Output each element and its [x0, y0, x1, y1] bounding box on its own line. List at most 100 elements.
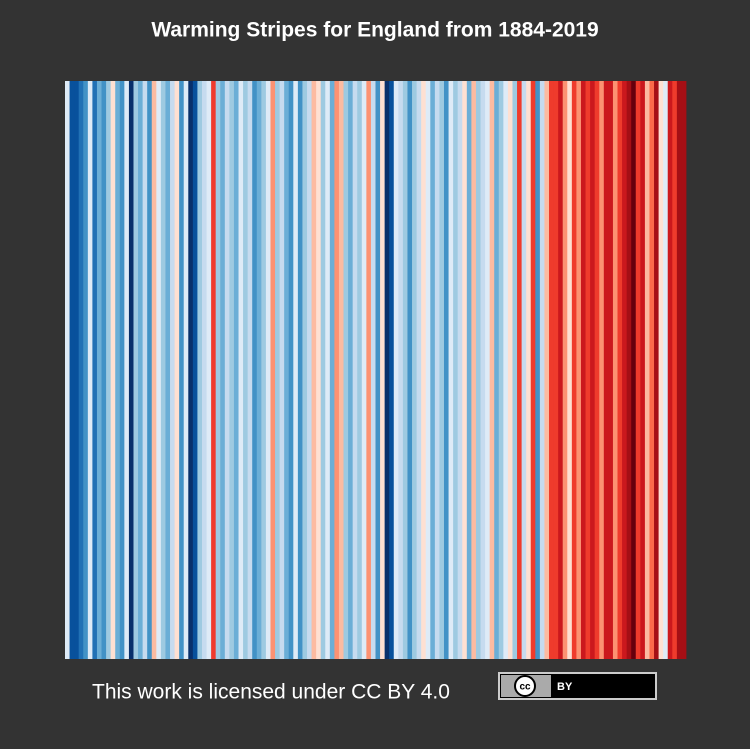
stripe — [425, 81, 431, 659]
stripe — [434, 81, 440, 659]
license-badge[interactable]: cc BY — [498, 672, 657, 700]
stripe — [599, 81, 605, 659]
stripe — [119, 81, 125, 659]
stripe — [206, 81, 212, 659]
cc-circle — [514, 675, 536, 697]
stripe — [252, 81, 258, 659]
stripe — [416, 81, 422, 659]
stripe — [384, 81, 390, 659]
chart-title: Warming Stripes for England from 1884-20… — [151, 19, 598, 42]
stripe — [544, 81, 550, 659]
stripe — [590, 81, 596, 659]
stripe — [585, 81, 591, 659]
stripe — [512, 81, 518, 659]
stripe — [562, 81, 568, 659]
stripe — [402, 81, 408, 659]
stripe — [571, 81, 577, 659]
stripe — [338, 81, 344, 659]
stripe — [635, 81, 641, 659]
stripe — [238, 81, 244, 659]
stripe — [106, 81, 112, 659]
stripe — [580, 81, 586, 659]
stripe — [133, 81, 139, 659]
stripe — [439, 81, 445, 659]
stripe — [398, 81, 404, 659]
stripe — [243, 81, 249, 659]
stripe — [357, 81, 363, 659]
stripe — [233, 81, 239, 659]
stripe — [156, 81, 162, 659]
stripe — [667, 81, 673, 659]
stripe — [160, 81, 166, 659]
stripe — [78, 81, 84, 659]
stripe — [174, 81, 180, 659]
stripe — [407, 81, 413, 659]
stripe — [83, 81, 89, 659]
stripe — [165, 81, 171, 659]
stripe — [192, 81, 198, 659]
stripe — [366, 81, 372, 659]
stripe — [224, 81, 230, 659]
stripe — [603, 81, 609, 659]
stripe — [654, 81, 660, 659]
stripe — [215, 81, 221, 659]
stripe — [334, 81, 340, 659]
stripe — [594, 81, 600, 659]
stripe — [430, 81, 436, 659]
stripe — [617, 81, 623, 659]
stripe — [320, 81, 326, 659]
stripe — [526, 81, 532, 659]
stripe — [640, 81, 646, 659]
stripe — [92, 81, 98, 659]
stripe — [443, 81, 449, 659]
stripe — [229, 81, 235, 659]
stripe — [284, 81, 290, 659]
stripe — [124, 81, 130, 659]
stripe — [65, 81, 70, 659]
stripe — [466, 81, 472, 659]
stripe — [553, 81, 559, 659]
stripe — [612, 81, 618, 659]
stripe — [183, 81, 189, 659]
stripe — [110, 81, 116, 659]
stripe — [316, 81, 322, 659]
stripe — [644, 81, 650, 659]
stripe — [494, 81, 500, 659]
stripe — [676, 81, 682, 659]
stripe — [475, 81, 481, 659]
stripe — [539, 81, 545, 659]
stripe — [325, 81, 331, 659]
stripe — [270, 81, 276, 659]
stripe — [462, 81, 468, 659]
stripe — [370, 81, 376, 659]
stripe — [115, 81, 121, 659]
stripe — [275, 81, 281, 659]
stripe — [485, 81, 491, 659]
stripe — [329, 81, 335, 659]
stripe — [142, 81, 148, 659]
stripe — [626, 81, 632, 659]
stripe — [307, 81, 312, 659]
stripe — [87, 81, 93, 659]
stripe — [297, 81, 303, 659]
stripe — [138, 81, 144, 659]
stripe — [96, 81, 102, 659]
stripe — [352, 81, 358, 659]
license-text: This work is licensed under CC BY 4.0 — [92, 681, 450, 704]
stripe — [622, 81, 628, 659]
stripe — [311, 81, 317, 659]
stripe — [188, 81, 194, 659]
stripe — [567, 81, 573, 659]
stripe — [421, 81, 427, 659]
stripe — [649, 81, 655, 659]
stripe — [663, 81, 669, 659]
stripe — [361, 81, 367, 659]
stripe — [170, 81, 175, 659]
stripe — [549, 81, 554, 659]
stripe — [101, 81, 107, 659]
stripe — [201, 81, 207, 659]
badge-text: BY — [557, 681, 573, 693]
stripe — [69, 81, 75, 659]
stripe — [631, 81, 637, 659]
stripe — [672, 81, 678, 659]
